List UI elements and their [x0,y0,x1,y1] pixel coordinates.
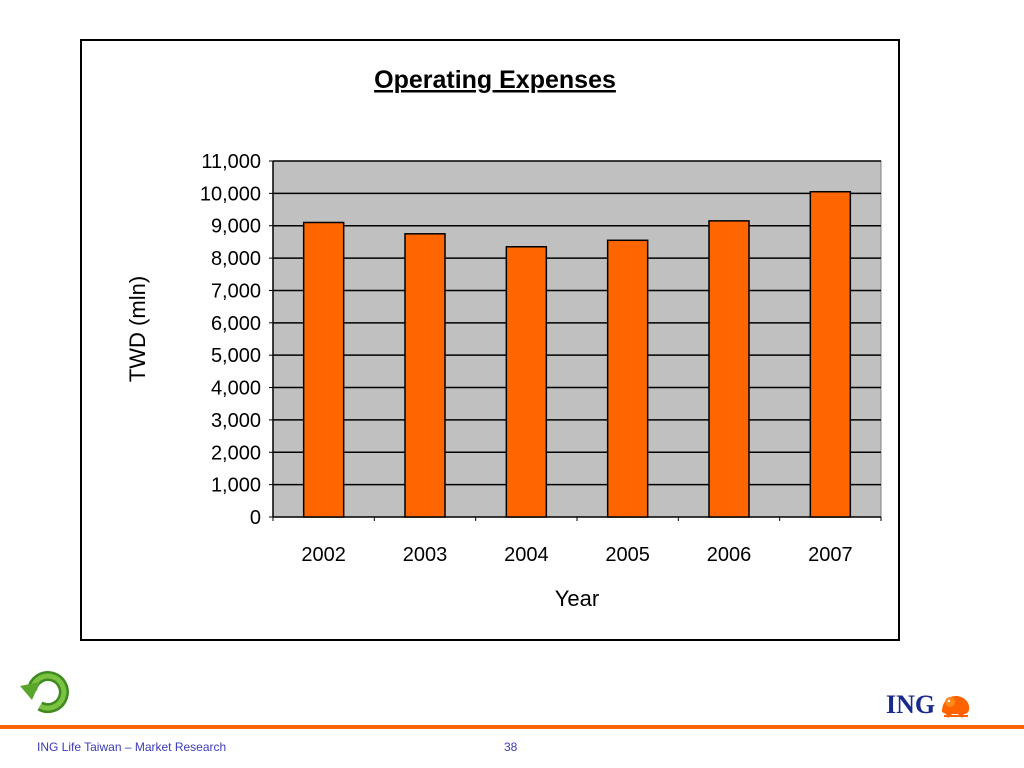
y-tick-label: 2,000 [211,442,261,464]
bar-2007 [809,190,852,518]
y-tick-label: 7,000 [211,280,261,302]
x-tick-label: 2005 [605,544,650,566]
bar-2006 [708,220,750,518]
y-tick-label: 5,000 [211,345,261,367]
footer-divider [0,725,1024,729]
bar-2005 [606,239,649,518]
x-tick-label: 2007 [808,544,853,566]
operating-expenses-chart: Operating Expenses 0 1,000 2,000 3,000 4,000 5… [125,66,882,611]
chart-title: Operating Expenses [374,66,616,94]
bar-2003 [404,233,446,518]
ing-logo: ING [886,688,974,722]
y-tick-label: 8,000 [211,248,261,270]
ing-logo-text: ING [886,690,936,719]
x-tick-label: 2004 [504,544,549,566]
back-button[interactable] [18,668,74,716]
x-axis-label: Year [555,586,599,611]
bar-2004 [505,246,548,518]
plot-area [272,160,882,518]
y-tick-label: 1,000 [211,475,261,497]
y-tick-label: 9,000 [211,216,261,238]
y-tick-label: 4,000 [211,378,261,400]
y-tick-label: 10,000 [200,183,261,205]
y-tick-label: 11,000 [201,151,261,173]
y-tick-label: 6,000 [211,313,261,335]
y-tick-label: 0 [250,507,261,529]
lion-icon [942,696,970,718]
x-tick-label: 2003 [403,544,448,566]
page-number: 38 [504,740,518,754]
y-tick-label: 3,000 [211,410,261,432]
chart-frame: Operating Expenses 0 1,000 2,000 3,000 4,000 5… [80,39,900,641]
return-arrow-icon [20,671,69,713]
x-tick-label: 2006 [707,544,752,566]
footer-text: ING Life Taiwan – Market Research [37,740,227,754]
y-axis-label: TWD (mln) [125,276,150,382]
bar-2002 [302,221,345,518]
x-tick-label: 2002 [301,544,346,566]
